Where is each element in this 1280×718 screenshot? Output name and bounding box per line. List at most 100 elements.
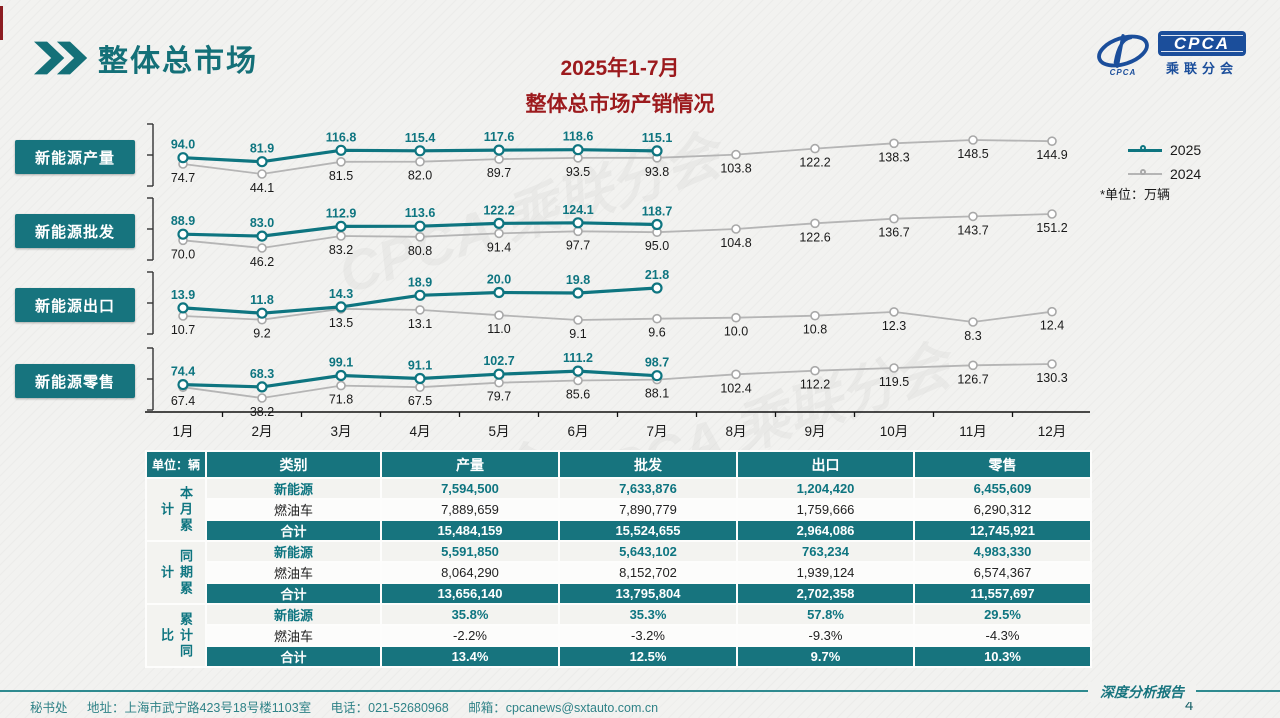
cell: 35.3% [558,603,738,626]
series-2024-marker [731,149,741,160]
series-2025-marker [335,301,347,313]
value-label-2025: 81.9 [250,142,274,156]
cell: 2,702,358 [736,582,915,605]
series-2024-marker [415,305,425,315]
value-label-2025: 102.7 [483,354,514,368]
series-2025-marker [572,287,584,299]
cell: 6,290,312 [913,498,1092,521]
page-header: 整体总市场 [34,36,258,80]
series-2024-marker [731,224,741,234]
cell: 合计 [205,645,382,668]
value-label-2024: 9.1 [569,327,586,341]
value-label-2024: 71.8 [329,393,353,407]
cpca-acronym: CPCA [1158,30,1246,56]
series-2024-marker [731,312,741,323]
value-label-2024: 67.4 [171,394,195,408]
cell: 7,633,876 [558,477,738,500]
footer-address: 地址：上海市武宁路423号18号楼1103室 [87,701,312,715]
series-2024-marker [257,393,267,403]
series-2025-marker [335,369,347,382]
cpca-swoosh-text: CPCA [1109,68,1137,77]
footer-phone: 电话：021-52680968 [330,701,449,715]
group-label-cumulative-yoy: 累计同比 [145,603,207,668]
value-label-2024: 11.0 [487,322,510,336]
value-label-2024: 13.1 [408,317,432,331]
series-2024-marker [1047,359,1057,369]
cell: -9.3% [736,624,915,647]
value-label-2025: 115.4 [405,131,436,145]
series-2024-marker [336,231,346,241]
cell: 合计 [205,582,382,605]
cell: 燃油车 [205,624,382,647]
value-label-2024: 85.6 [566,388,590,402]
series-2025-marker [572,217,584,229]
cell: 4,983,330 [913,540,1092,563]
series-2024-marker [810,218,820,229]
legend-2025: 2025 [1128,138,1201,162]
value-label-2024: 13.5 [329,316,353,330]
group-label-same-period: 同期累计 [145,540,207,605]
series-2024-line [182,139,1053,175]
series-2024-marker [1047,136,1057,147]
month-label: 7月 [646,424,667,439]
table-row: 燃油车 -2.2% -3.2% -9.3% -4.3% [146,624,1092,647]
value-label-2024: 9.6 [648,326,665,340]
series-2025-marker [493,286,505,299]
chart-row-1: 70.0 46.2 83.2 80.8 91.4 97.7 95.0 104.8 122.6 13… [147,197,1068,269]
value-label-2024: 82.0 [408,169,432,183]
series-2024-marker [494,154,504,164]
chart-title-text: 整体总市场产销情况 [525,93,715,116]
series-2024-line [182,213,1053,249]
footer-dept: 秘书处 [30,701,68,715]
value-label-2024: 83.2 [329,243,353,257]
series-2025-marker [177,302,189,314]
cell: 1,759,666 [736,498,915,521]
value-label-2024: 93.5 [566,165,590,179]
cpca-org-name: 乘联分会 [1165,60,1238,76]
series-2024-marker [494,228,504,239]
series-2025-marker [651,218,663,231]
cell: 7,594,500 [380,477,560,500]
cell: 燃油车 [205,498,382,521]
value-label-2024: 10.0 [724,325,748,339]
col-header-retail: 零售 [913,450,1092,479]
month-label: 12月 [1038,424,1067,439]
value-label-2024: 138.3 [878,150,909,164]
series-2025-marker [177,228,189,240]
page-number: 4 [1185,697,1194,714]
col-header-wholesale: 批发 [558,450,738,479]
value-label-2024: 112.2 [800,378,830,392]
chart-title: 2025年1-7月 整体总市场产销情况 [420,52,820,118]
cell: 5,643,102 [558,540,738,563]
legend-2024-label: 2024 [1170,166,1202,182]
value-label-2025: 18.9 [408,275,432,289]
col-header-export: 出口 [736,450,915,479]
value-label-2025: 113.6 [405,206,436,220]
legend-2024: 2024 [1128,162,1201,186]
value-label-2024: 8.3 [964,329,981,343]
cell: 763,234 [736,540,915,563]
double-chevron-icon [34,41,88,75]
month-label: 2月 [251,424,272,439]
value-label-2024: 80.8 [408,244,432,258]
series-2025-marker [572,144,584,156]
value-label-2024: 12.3 [882,319,906,333]
value-label-2024: 95.0 [645,239,669,253]
value-label-2025: 98.7 [645,356,669,370]
value-label-2025: 83.0 [250,216,274,230]
series-2024-marker [968,135,978,145]
series-2025-marker [493,368,505,380]
value-label-2025: 99.1 [329,356,353,370]
legend-2024-marker [1128,169,1162,175]
cell: 2,964,086 [736,519,915,542]
value-label-2025: 74.4 [171,365,195,379]
value-label-2024: 88.1 [645,387,669,401]
cell: 8,064,290 [380,561,560,584]
series-2024-marker [494,377,504,388]
value-label-2024: 97.7 [566,238,590,252]
cell: 57.8% [736,603,915,626]
series-2024-marker [889,138,899,149]
series-2024-marker [810,310,820,321]
series-2025-marker [256,307,268,319]
series-2024-marker [810,143,820,154]
